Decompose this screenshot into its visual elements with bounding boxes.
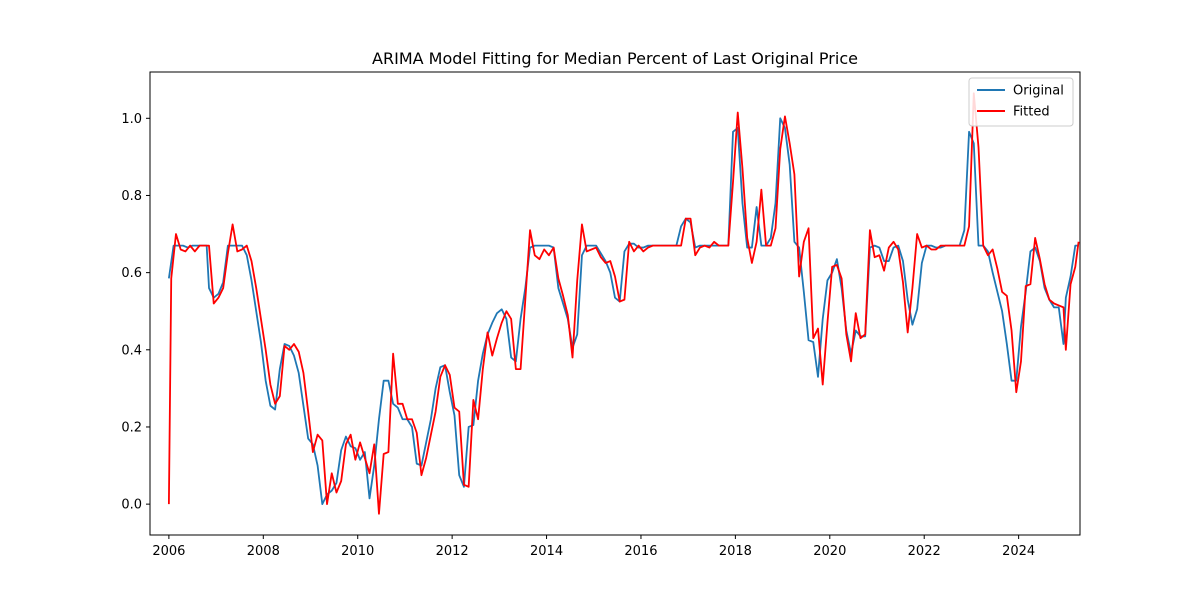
x-axis: 2006 2008 2010 2012 2014 2016 2018 2020 2022 2024: [152, 535, 1035, 559]
x-tick-label: 2018: [719, 544, 752, 559]
y-tick-label: 0.0: [121, 498, 142, 513]
x-tick-label: 2024: [1002, 544, 1035, 559]
legend-label-original: Original: [1013, 84, 1064, 99]
legend-label-fitted: Fitted: [1013, 105, 1050, 120]
y-tick-label: 0.8: [121, 189, 142, 204]
y-tick-label: 1.0: [121, 112, 142, 127]
series-line-original: [167, 117, 1079, 506]
series-layer: [167, 92, 1080, 515]
plot-area: [149, 71, 1081, 536]
x-tick-label: 2014: [530, 544, 563, 559]
x-tick-label: 2008: [247, 544, 280, 559]
x-tick-label: 2020: [813, 544, 846, 559]
y-axis: 0.0 0.2 0.4 0.6 0.8 1.0: [121, 112, 150, 513]
series-line-fitted: [167, 92, 1080, 515]
chart-title: ARIMA Model Fitting for Median Percent o…: [372, 49, 858, 68]
y-tick-label: 0.6: [121, 266, 142, 281]
x-tick-label: 2016: [624, 544, 657, 559]
y-tick-label: 0.2: [121, 420, 142, 435]
legend: Original Fitted: [968, 77, 1074, 127]
x-tick-label: 2006: [152, 544, 185, 559]
y-tick-label: 0.4: [121, 343, 142, 358]
x-tick-label: 2010: [341, 544, 374, 559]
plot-frame: [149, 71, 1081, 536]
x-tick-label: 2012: [436, 544, 469, 559]
x-tick-label: 2022: [908, 544, 941, 559]
